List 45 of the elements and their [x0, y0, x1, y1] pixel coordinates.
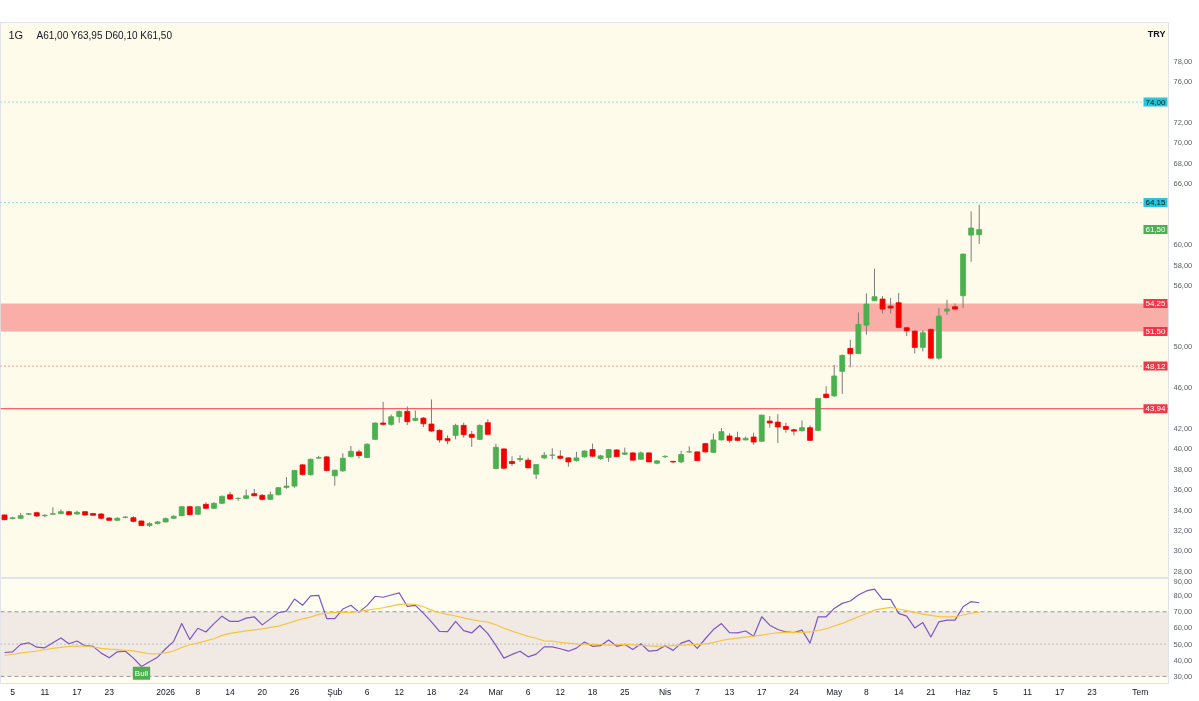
- x-tick-label: 23: [1087, 686, 1097, 697]
- x-tick-label: 18: [587, 686, 598, 697]
- x-tick-label: May: [826, 686, 843, 697]
- x-tick-label: 24: [458, 686, 469, 697]
- annotation: 61,50: [1145, 225, 1167, 235]
- x-tick-label: 8: [864, 686, 870, 697]
- x-tick-label: 11: [40, 686, 50, 697]
- x-tick-label: 6: [525, 686, 531, 697]
- annotation: 51,50: [1145, 327, 1167, 337]
- text: 1G: [8, 28, 24, 41]
- ref-line-label: 43,94: [1145, 404, 1167, 414]
- x-tick-label: 5: [10, 686, 16, 697]
- x-tick-label: 6: [364, 686, 370, 697]
- x-tick-label: 5: [992, 686, 998, 697]
- x-tick-label: 18: [426, 686, 437, 697]
- x-tick-label: Mar: [488, 686, 504, 697]
- x-tick-label: Tem: [1132, 686, 1149, 697]
- x-tick-label: 11: [1023, 686, 1033, 697]
- x-tick-label: Şub: [327, 686, 343, 697]
- x-tick-label: 7: [694, 686, 700, 697]
- x-tick-label: 17: [1055, 686, 1065, 697]
- ref-line-label: 64,15: [1145, 198, 1167, 208]
- x-tick-label: Haz: [955, 686, 971, 697]
- x-tick-label: 13: [724, 686, 735, 697]
- x-tick-label: 23: [104, 686, 115, 697]
- x-tick-label: 21: [926, 686, 936, 697]
- y-axis-title: TRY: [1147, 28, 1166, 39]
- x-tick-label: 8: [195, 686, 201, 697]
- ref-line-label: 74,00: [1145, 97, 1167, 107]
- annotation: Bull: [134, 668, 149, 678]
- x-tick-label: 12: [555, 686, 566, 697]
- text: A61,00 Y63,95 D60,10 K61,50: [36, 29, 173, 41]
- x-tick-label: 14: [893, 686, 904, 697]
- x-tick-label: 14: [225, 686, 236, 697]
- x-tick-label: 17: [756, 686, 767, 697]
- x-tick-label: 17: [72, 686, 83, 697]
- x-tick-label: 24: [789, 686, 799, 697]
- ref-line-label: 48,12: [1145, 361, 1167, 371]
- annotation: 54,25: [1145, 299, 1167, 309]
- x-tick-label: 26: [289, 686, 300, 697]
- x-tick-label: 2026: [156, 686, 176, 697]
- x-tick-label: 20: [257, 686, 268, 697]
- x-tick-label: 12: [394, 686, 405, 697]
- x-tick-label: 25: [620, 686, 630, 697]
- x-tick-label: Nis: [658, 686, 672, 697]
